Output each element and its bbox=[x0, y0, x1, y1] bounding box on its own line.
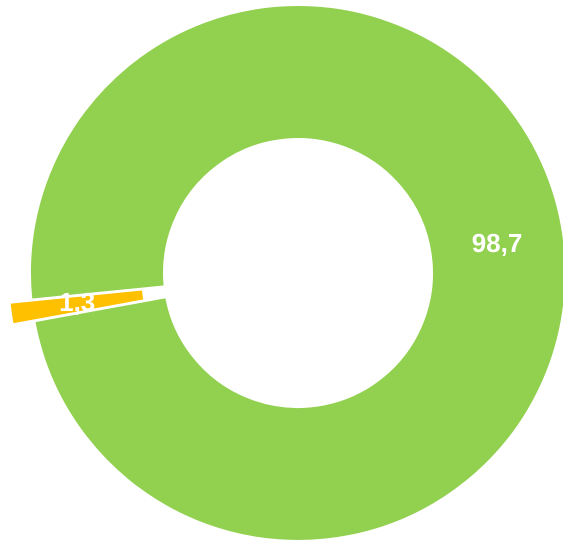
donut-slice bbox=[8, 288, 146, 326]
data-label: 1,3 bbox=[59, 287, 95, 317]
data-label: 98,7 bbox=[472, 228, 523, 258]
donut-slice bbox=[29, 4, 563, 542]
